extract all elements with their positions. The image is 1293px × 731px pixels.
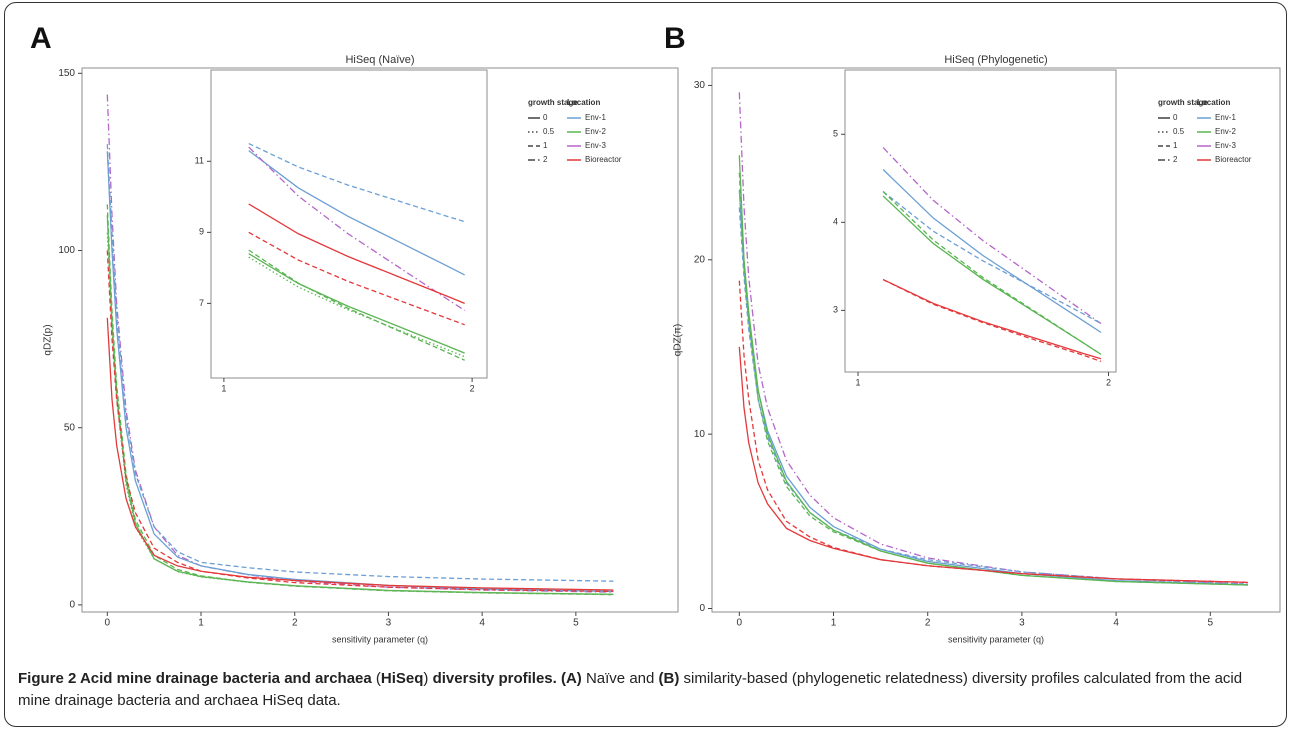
legend-label: 0.5 [543, 127, 555, 136]
legend-label: 2 [543, 155, 548, 164]
series-line [106, 144, 614, 582]
x-tick-label: 3 [386, 618, 392, 629]
legend-label: Env-3 [585, 141, 606, 150]
caption-run: HiSeq [380, 670, 424, 687]
legend-title: growth stage [1158, 98, 1208, 107]
x-tick-label: 2 [1106, 377, 1111, 387]
y-tick-label: 0 [699, 603, 705, 614]
caption: Figure 2 Acid mine drainage bacteria and… [18, 668, 1273, 712]
series-line [738, 280, 1248, 584]
y-tick-label: 3 [833, 305, 838, 315]
series-line [738, 207, 1248, 585]
legend-label: 0.5 [1173, 127, 1185, 136]
legend-label: Bioreactor [1215, 155, 1252, 164]
series-line [882, 191, 1102, 355]
x-tick-label: 3 [1019, 618, 1025, 629]
panel-label: B [664, 22, 686, 55]
x-tick-label: 1 [221, 383, 226, 393]
chart-title: HiSeq (Phylogenetic) [944, 54, 1047, 66]
x-axis-label: sensitivity parameter (q) [332, 634, 428, 644]
x-tick-label: 4 [479, 618, 485, 629]
caption-run: Figure 2 Acid mine drainage bacteria and… [18, 670, 376, 687]
legend-title: Location [567, 98, 600, 107]
figure-frame [4, 2, 1287, 727]
x-tick-label: 1 [198, 618, 204, 629]
legend-title: Location [1197, 98, 1230, 107]
caption-run: ( [375, 670, 381, 687]
series-line [882, 278, 1102, 360]
legend-label: 1 [1173, 141, 1178, 150]
series-line [106, 204, 614, 596]
y-tick-label: 150 [58, 68, 75, 79]
series-line [882, 147, 1102, 325]
y-tick-label: 100 [58, 245, 75, 256]
y-tick-label: 7 [199, 298, 204, 308]
x-tick-label: 5 [1208, 618, 1214, 629]
panel-label: A [30, 22, 52, 55]
x-tick-label: 5 [573, 618, 579, 629]
y-axis-label: qDZ(π) [673, 324, 684, 356]
x-tick-label: 4 [1113, 618, 1119, 629]
series-line [738, 346, 1248, 584]
series-line [248, 203, 465, 305]
legend-label: 1 [543, 141, 548, 150]
series-line [248, 231, 465, 326]
x-axis-label: sensitivity parameter (q) [948, 634, 1044, 644]
legend-label: Env-1 [1215, 113, 1236, 122]
series-line [248, 256, 465, 358]
x-tick-label: 1 [831, 618, 837, 629]
y-tick-label: 5 [833, 129, 838, 139]
caption-run: diversity profiles. [428, 670, 561, 687]
x-tick-label: 1 [856, 377, 861, 387]
x-tick-label: 0 [105, 618, 111, 629]
y-tick-label: 30 [694, 80, 706, 91]
x-tick-label: 2 [925, 618, 931, 629]
y-axis-label: qDZ(p) [43, 324, 54, 355]
legend-label: 2 [1173, 155, 1178, 164]
x-tick-label: 0 [737, 618, 743, 629]
series-line [738, 172, 1248, 586]
series-line [106, 250, 614, 593]
series-line [106, 317, 614, 591]
legend-label: Env-1 [585, 113, 606, 122]
series-line [248, 253, 465, 354]
legend-label: 0 [1173, 113, 1178, 122]
legend-label: 0 [543, 113, 548, 122]
series-line [882, 169, 1102, 333]
y-tick-label: 4 [833, 217, 838, 227]
y-tick-label: 20 [694, 254, 706, 265]
chart-title: HiSeq (Naïve) [345, 54, 414, 66]
caption-run: ) [423, 670, 429, 687]
series-line [248, 150, 465, 276]
series-line [738, 92, 1248, 585]
legend-label: Env-2 [585, 127, 606, 136]
legend-label: Env-2 [1215, 127, 1236, 136]
y-tick-label: 50 [64, 422, 76, 433]
series-line [248, 249, 465, 361]
series-line [882, 195, 1102, 355]
plot-area [210, 69, 488, 379]
caption-run: similarity-based (phylogenetic relatedne… [18, 670, 1247, 709]
x-tick-label: 2 [470, 383, 475, 393]
legend-label: Env-3 [1215, 141, 1236, 150]
y-tick-label: 11 [195, 156, 204, 166]
y-tick-label: 10 [694, 429, 706, 440]
legend-label: Bioreactor [585, 155, 622, 164]
caption-run: (A) [560, 670, 582, 687]
plot-area [844, 69, 1117, 373]
legend-title: growth stage [528, 98, 578, 107]
series-line [248, 146, 466, 312]
y-tick-label: 9 [199, 227, 204, 237]
caption-run: Naïve and [581, 670, 659, 687]
series-line [882, 278, 1102, 363]
y-tick-label: 0 [69, 600, 75, 611]
x-tick-label: 2 [292, 618, 298, 629]
caption-run: (B) [658, 670, 680, 687]
